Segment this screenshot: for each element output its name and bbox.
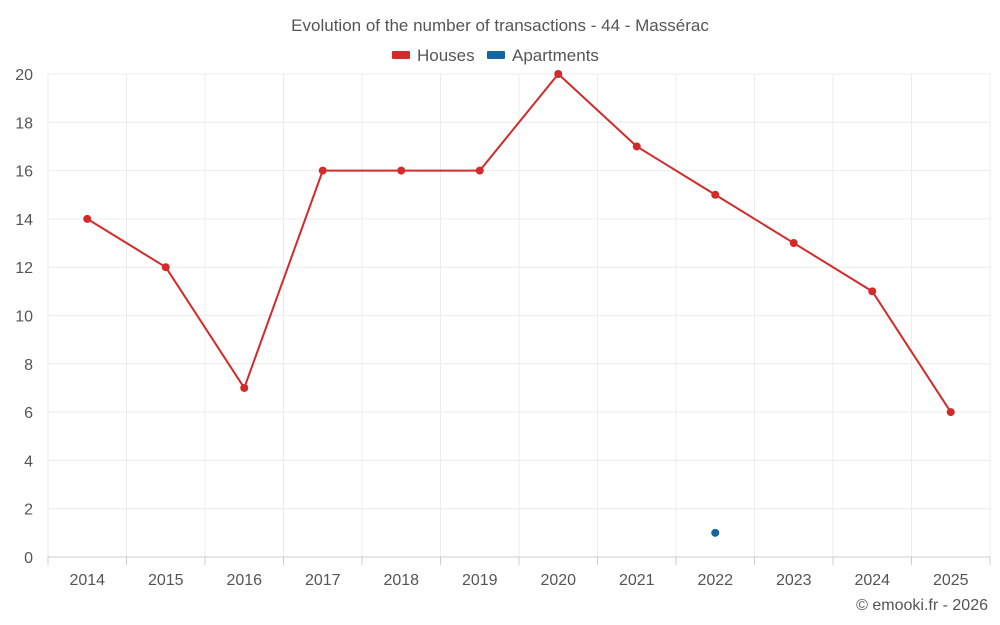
chart-title: Evolution of the number of transactions …: [291, 16, 709, 35]
legend-item-houses[interactable]: Houses: [392, 46, 475, 65]
data-point-houses-2018[interactable]: [397, 166, 406, 175]
data-point-houses-2016[interactable]: [240, 383, 249, 392]
x-tick-label: 2023: [776, 572, 812, 589]
x-tick-label: 2017: [305, 572, 341, 589]
data-point-houses-2014[interactable]: [83, 214, 92, 223]
y-tick-label: 6: [24, 405, 33, 422]
legend: Houses Apartments: [392, 46, 599, 65]
y-tick-label: 18: [15, 115, 33, 132]
legend-swatch-houses: [392, 51, 410, 59]
y-tick-label: 0: [24, 550, 33, 567]
data-point-houses-2024[interactable]: [868, 287, 877, 296]
series-line-houses: [86, 73, 952, 413]
legend-item-apartments[interactable]: Apartments: [487, 46, 599, 65]
series-houses: [83, 70, 955, 417]
series: [83, 70, 955, 537]
x-tick-label: 2016: [226, 572, 262, 589]
data-point-houses-2025[interactable]: [946, 408, 955, 417]
data-point-houses-2020[interactable]: [554, 70, 563, 78]
x-tick-label: 2015: [148, 572, 184, 589]
y-tick-label: 8: [24, 357, 33, 374]
y-tick-label: 14: [15, 212, 33, 229]
legend-label-houses: Houses: [417, 46, 475, 65]
credit: © emooki.fr - 2026: [856, 597, 988, 614]
data-point-houses-2021[interactable]: [632, 142, 641, 151]
y-tick-label: 20: [15, 67, 33, 84]
x-tick-label: 2024: [854, 572, 890, 589]
legend-label-apartments: Apartments: [512, 46, 599, 65]
data-point-houses-2017[interactable]: [318, 166, 327, 175]
data-point-houses-2023[interactable]: [789, 239, 798, 248]
data-point-houses-2015[interactable]: [161, 263, 170, 272]
y-tick-label: 16: [15, 164, 33, 181]
x-tick-label: 2021: [619, 572, 655, 589]
series-apartments: [711, 528, 720, 537]
data-point-apartments-2022[interactable]: [711, 528, 720, 537]
x-tick-label: 2020: [540, 572, 576, 589]
axes: 0 2 4 6 8 10 12 14 16 18 20 2014 2015 2016 2017 2018 201…: [15, 67, 991, 589]
x-tick-label: 2014: [69, 572, 105, 589]
data-point-houses-2022[interactable]: [711, 190, 720, 199]
legend-swatch-apartments: [487, 51, 505, 59]
y-tick-label: 4: [24, 453, 33, 470]
y-tick-label: 10: [15, 309, 33, 326]
x-tick-label: 2018: [383, 572, 419, 589]
grid: [47, 73, 991, 557]
x-tick-label: 2022: [697, 572, 733, 589]
y-tick-label: 2: [24, 502, 33, 519]
data-point-houses-2019[interactable]: [475, 166, 484, 175]
y-tick-label: 12: [15, 260, 33, 277]
x-tick-label: 2019: [462, 572, 498, 589]
x-tick-label: 2025: [933, 572, 969, 589]
